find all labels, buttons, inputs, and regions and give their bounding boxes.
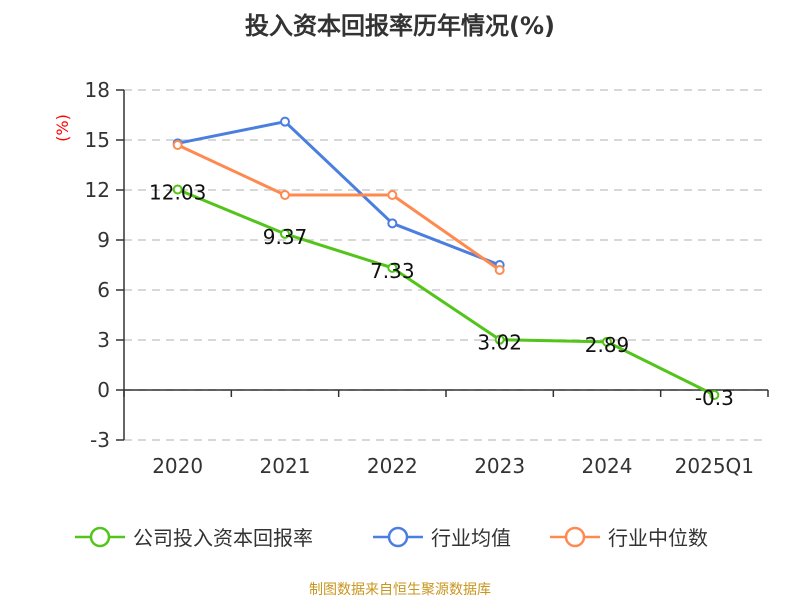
x-tick-label: 2021: [260, 454, 311, 478]
y-tick-label: 3: [97, 328, 110, 352]
data-label: 2.89: [585, 333, 630, 357]
data-label: 7.33: [370, 259, 415, 283]
data-point: [280, 116, 290, 127]
y-tick-label: 18: [85, 78, 110, 102]
y-axis-label: (%): [53, 114, 72, 142]
data-label: 12.03: [149, 181, 206, 205]
data-point: [387, 218, 398, 229]
x-tick-label: 2020: [152, 454, 203, 478]
x-tick-label: 2022: [367, 454, 418, 478]
legend-item-industry-mean[interactable]: 行业均值: [373, 522, 511, 551]
data-point: [387, 262, 398, 273]
data-label: 3.02: [477, 331, 522, 355]
data-point: [280, 190, 290, 200]
legend-item-industry-median[interactable]: 行业中位数: [550, 522, 708, 551]
data-point: [387, 190, 398, 200]
legend-marker-icon: [373, 526, 423, 547]
x-tick-label: 2023: [474, 454, 525, 478]
data-point: [494, 265, 505, 275]
data-point: [172, 140, 183, 150]
data-label: 9.37: [263, 225, 308, 249]
source-note: 制图数据来自恒生聚源数据库: [309, 582, 491, 598]
data-point: [709, 390, 720, 400]
y-tick-label: 12: [85, 178, 110, 202]
data-point: [172, 184, 183, 195]
chart-title: 投入资本回报率历年情况(%): [245, 12, 555, 40]
y-tick-label: 0: [97, 378, 110, 402]
series-line: [177, 120, 501, 267]
data-label: -0.3: [695, 386, 734, 410]
x-tick-label: 2024: [582, 454, 633, 478]
legend-label: 行业均值: [431, 526, 511, 550]
y-tick-label: -3: [90, 428, 110, 452]
y-tick-label: 9: [97, 228, 110, 252]
data-point: [494, 334, 505, 345]
data-point: [280, 228, 290, 239]
legend-label: 公司投入资本回报率: [133, 526, 313, 550]
legend-item-company[interactable]: 公司投入资本回报率: [75, 522, 313, 551]
series-line: [177, 143, 501, 272]
data-point: [602, 336, 612, 347]
y-tick-label: 15: [85, 128, 110, 152]
legend-marker-icon: [550, 526, 600, 547]
x-tick-label: 2025Q1: [675, 454, 754, 478]
legend-label: 行业中位数: [608, 526, 708, 550]
legend-marker-icon: [75, 526, 125, 547]
series-line: [177, 188, 715, 397]
y-tick-label: 6: [97, 278, 110, 302]
